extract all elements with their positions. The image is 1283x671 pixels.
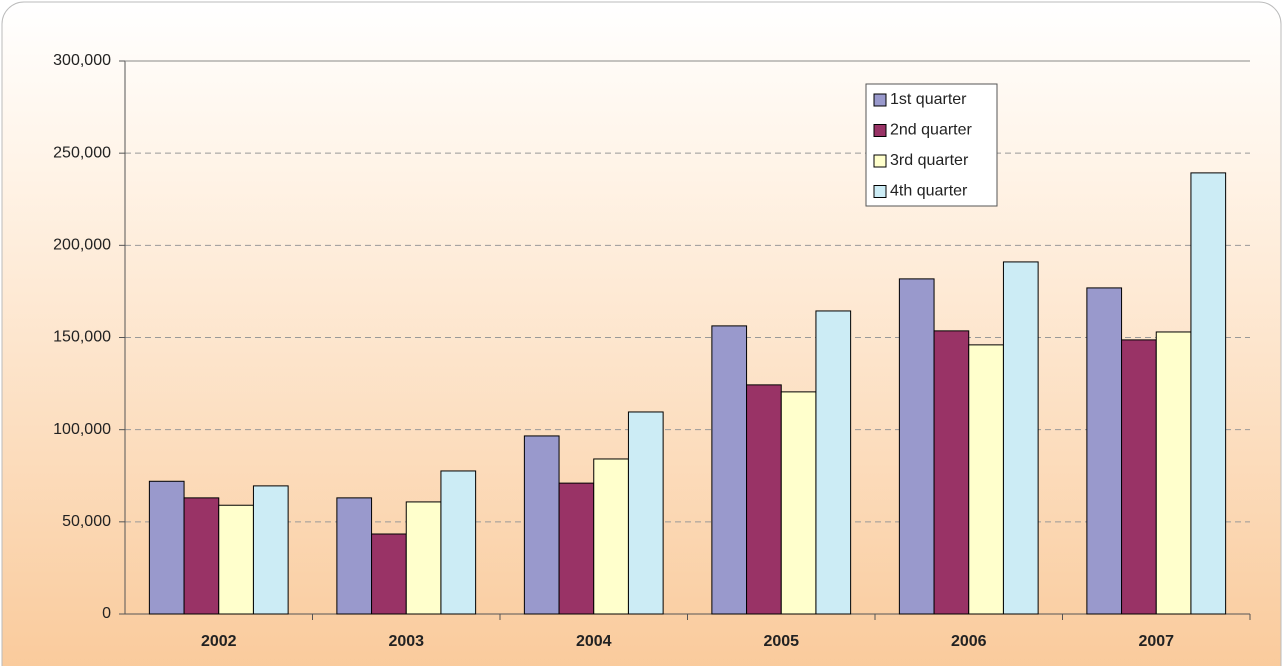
bar [558,482,595,615]
bar [405,501,442,615]
bar [183,497,220,615]
bar [1121,339,1157,615]
y-tick-label: 0 [102,605,111,622]
y-tick-label: 250,000 [53,144,111,161]
legend-label: 4th quarter [890,183,968,200]
x-tick-label: 2005 [763,633,799,650]
legend-swatch [873,154,887,168]
bar [968,344,1004,615]
bar [1086,287,1123,615]
legend-swatch [873,93,887,107]
x-tick-label: 2007 [1138,633,1174,650]
legend-box [865,83,998,207]
bar [523,435,560,615]
y-tick-label: 300,000 [53,52,111,69]
bar [371,533,407,615]
legend-label: 2nd quarter [890,122,973,139]
bar [1002,261,1039,615]
bar [711,325,748,615]
bar [780,391,817,615]
x-tick-label: 2002 [201,633,237,650]
legend-swatch [873,185,887,198]
bar [1190,172,1227,615]
bar [1155,331,1192,615]
bar [627,411,664,615]
bar [218,504,254,615]
bar [148,480,185,615]
bar [898,278,935,615]
bar [815,310,852,615]
x-tick-label: 2004 [576,633,612,650]
bar [593,458,629,615]
bar [336,497,373,615]
bar [252,485,289,615]
x-tick-label: 2003 [388,633,424,650]
y-tick-label: 150,000 [53,329,111,346]
bar [440,470,477,615]
bar [933,330,970,615]
x-tick-label: 2006 [951,633,987,650]
y-tick-label: 200,000 [53,237,111,254]
y-tick-label: 50,000 [62,513,111,530]
legend-swatch [873,124,887,137]
legend-label: 1st quarter [890,91,967,108]
y-tick-label: 100,000 [53,421,111,438]
legend-label: 3rd quarter [890,152,969,169]
bar [746,384,782,615]
